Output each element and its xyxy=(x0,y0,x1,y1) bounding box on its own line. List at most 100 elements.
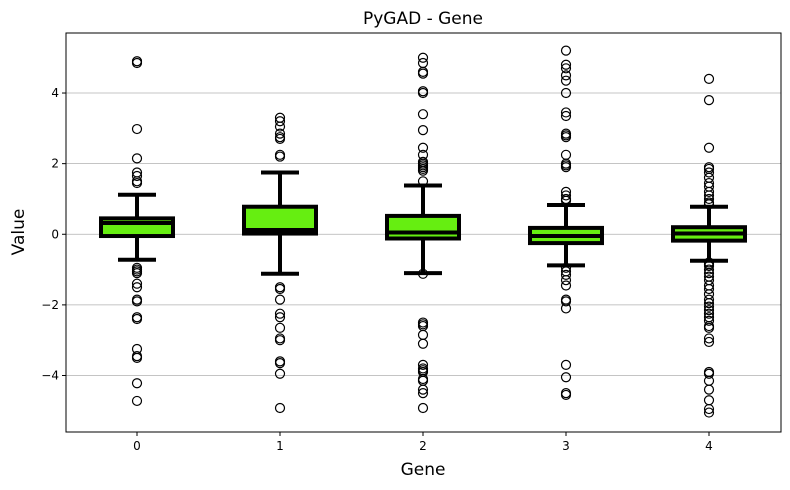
box-gene-0 xyxy=(99,56,175,407)
outlier-point xyxy=(703,403,715,415)
outlier-point xyxy=(131,378,143,389)
outlier-point xyxy=(703,322,715,333)
outlier-point xyxy=(560,70,572,81)
outlier-point xyxy=(131,352,143,363)
outlier-point xyxy=(560,45,572,56)
outlier-point xyxy=(703,308,715,319)
outlier-point xyxy=(703,368,715,379)
outlier-point xyxy=(131,57,143,69)
outlier-point xyxy=(274,283,286,295)
outlier-point xyxy=(274,121,286,132)
outlier-point xyxy=(560,75,572,86)
box-gene-3 xyxy=(528,45,604,401)
outlier-point xyxy=(560,107,572,118)
outlier-point xyxy=(417,68,429,79)
box-gene-2 xyxy=(385,52,461,414)
outlier-point xyxy=(560,262,572,273)
outlier-point xyxy=(560,372,572,383)
outlier-point xyxy=(560,190,572,201)
outlier-point xyxy=(131,268,143,279)
outlier-point xyxy=(274,294,286,305)
outlier-point xyxy=(703,384,715,395)
outlier-point xyxy=(131,278,143,289)
outlier-point xyxy=(274,358,286,369)
outlier-point xyxy=(417,359,429,371)
outlier-point xyxy=(131,282,143,293)
outlier-point xyxy=(703,407,715,418)
outlier-point xyxy=(274,133,286,145)
outlier-point xyxy=(703,260,715,272)
outlier-point xyxy=(131,123,143,135)
outlier-point xyxy=(274,368,286,379)
outlier-point xyxy=(560,195,572,206)
x-axis: 0 1 2 3 4 xyxy=(133,432,713,453)
outlier-point xyxy=(703,167,715,178)
outlier-point xyxy=(703,298,715,309)
x-tick-label: 0 xyxy=(133,439,141,453)
outlier-point xyxy=(703,199,715,210)
x-axis-label: Gene xyxy=(401,460,446,480)
y-tick-label: 2 xyxy=(51,157,59,171)
y-tick-label: −4 xyxy=(41,369,59,383)
outlier-point xyxy=(131,296,143,307)
outlier-point xyxy=(417,87,429,99)
outlier-point xyxy=(703,305,715,316)
outlier-point xyxy=(417,388,429,399)
y-tick-label: 0 xyxy=(51,227,59,241)
outlier-point xyxy=(274,402,286,414)
outlier-point xyxy=(560,280,572,291)
x-tick-label: 1 xyxy=(276,439,284,453)
outlier-point xyxy=(560,162,572,173)
outlier-point xyxy=(703,395,715,406)
outlier-point xyxy=(703,294,715,305)
outlier-point xyxy=(417,402,429,414)
outlier-point xyxy=(417,142,429,153)
outlier-point xyxy=(560,269,572,280)
outlier-point xyxy=(703,142,715,153)
box-plots xyxy=(99,45,747,418)
outlier-point xyxy=(417,329,429,340)
outlier-point xyxy=(560,132,572,143)
outlier-point xyxy=(274,128,286,139)
outlier-point xyxy=(703,193,715,205)
outlier-point xyxy=(703,268,715,279)
outlier-point xyxy=(417,57,429,69)
outlier-point xyxy=(274,312,286,323)
outlier-point xyxy=(274,322,286,333)
y-tick-label: −2 xyxy=(41,298,59,312)
outlier-point xyxy=(131,395,143,407)
outlier-point xyxy=(703,301,715,312)
outlier-point xyxy=(131,313,143,325)
outlier-point xyxy=(560,87,572,99)
outlier-point xyxy=(703,264,715,275)
box-iqr xyxy=(385,213,461,241)
x-tick-label: 3 xyxy=(562,439,570,453)
outlier-point xyxy=(560,389,572,401)
outlier-point xyxy=(417,125,429,136)
outlier-point xyxy=(417,109,429,120)
outlier-point xyxy=(703,186,715,197)
outlier-point xyxy=(417,176,429,187)
chart-title: PyGAD - Gene xyxy=(363,9,483,29)
outlier-point xyxy=(274,116,286,127)
outlier-point xyxy=(274,308,286,319)
outlier-point xyxy=(703,73,715,85)
outlier-point xyxy=(560,59,572,70)
outlier-point xyxy=(417,338,429,349)
outlier-point xyxy=(417,165,429,176)
x-tick-label: 4 xyxy=(705,439,713,453)
outlier-point xyxy=(703,333,715,344)
outlier-point xyxy=(417,384,429,395)
outlier-point xyxy=(417,268,429,279)
outlier-point xyxy=(131,170,143,182)
outlier-point xyxy=(560,303,572,314)
outlier-point xyxy=(560,296,572,307)
outlier-point xyxy=(560,63,572,74)
box-gene-1 xyxy=(242,112,318,414)
box-gene-4 xyxy=(671,73,747,418)
outlier-point xyxy=(131,153,143,164)
outlier-point xyxy=(703,336,715,348)
y-axis-label: Value xyxy=(9,209,29,256)
outlier-point xyxy=(560,110,572,122)
